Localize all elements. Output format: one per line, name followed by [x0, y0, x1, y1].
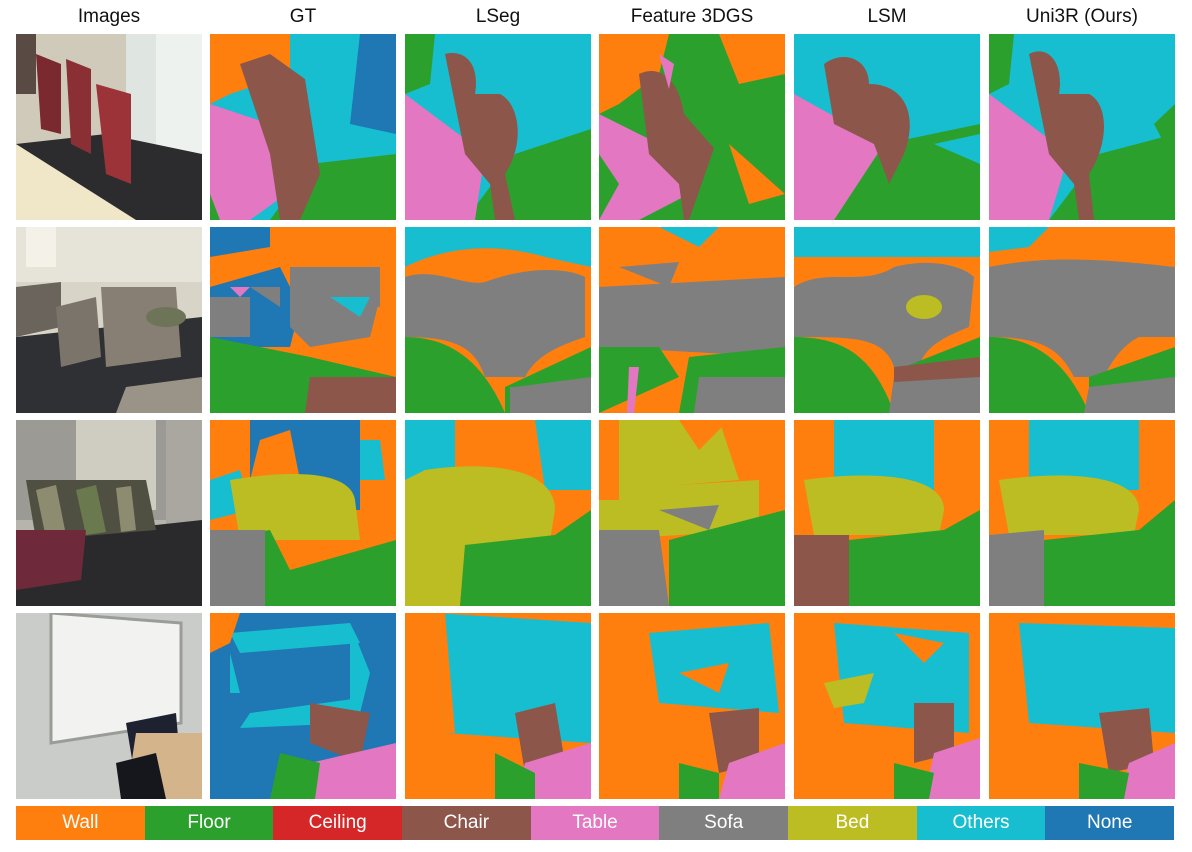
- segmentation-feature3dgs-row-1: [599, 34, 785, 220]
- segmentation-gt-row-1: [210, 34, 396, 220]
- column-header-lseg: LSeg: [475, 6, 521, 27]
- class-legend: Wall Floor Ceiling Chair Table Sofa Bed …: [16, 806, 1175, 840]
- segmentation-gt-row-2: [210, 227, 396, 413]
- segmentation-uni3r-row-2: [989, 227, 1175, 413]
- segmentation-gt-row-4: [210, 613, 396, 799]
- segmentation-lsm-row-4: [794, 613, 980, 799]
- photo-row-3: [16, 420, 202, 606]
- column-header-feature-3dgs: Feature 3DGS: [630, 6, 754, 27]
- segmentation-feature3dgs-row-3: [599, 420, 785, 606]
- legend-none: None: [1045, 806, 1175, 840]
- legend-chair: Chair: [402, 806, 531, 840]
- legend-sofa: Sofa: [659, 806, 789, 840]
- legend-others: Others: [916, 806, 1046, 840]
- photo-row-2: [16, 227, 202, 413]
- segmentation-lsm-row-2: [794, 227, 980, 413]
- photo-row-1: [16, 34, 202, 220]
- column-header-lsm: LSM: [867, 6, 907, 27]
- segmentation-lsm-row-3: [794, 420, 980, 606]
- segmentation-lseg-row-1: [405, 34, 591, 220]
- segmentation-feature3dgs-row-2: [599, 227, 785, 413]
- segmentation-lsm-row-1: [794, 34, 980, 220]
- legend-wall: Wall: [16, 806, 145, 840]
- photo-row-4: [16, 613, 202, 799]
- segmentation-uni3r-row-3: [989, 420, 1175, 606]
- legend-bed: Bed: [788, 806, 917, 840]
- legend-ceiling: Ceiling: [273, 806, 403, 840]
- segmentation-uni3r-row-1: [989, 34, 1175, 220]
- segmentation-gt-row-3: [210, 420, 396, 606]
- segmentation-lseg-row-3: [405, 420, 591, 606]
- legend-table: Table: [530, 806, 660, 840]
- segmentation-uni3r-row-4: [989, 613, 1175, 799]
- column-header-gt: GT: [289, 6, 317, 27]
- column-header-uni3r: Uni3R (Ours): [1026, 6, 1138, 27]
- legend-floor: Floor: [144, 806, 274, 840]
- column-header-images: Images: [77, 6, 141, 27]
- segmentation-lseg-row-4: [405, 613, 591, 799]
- segmentation-feature3dgs-row-4: [599, 613, 785, 799]
- segmentation-lseg-row-2: [405, 227, 591, 413]
